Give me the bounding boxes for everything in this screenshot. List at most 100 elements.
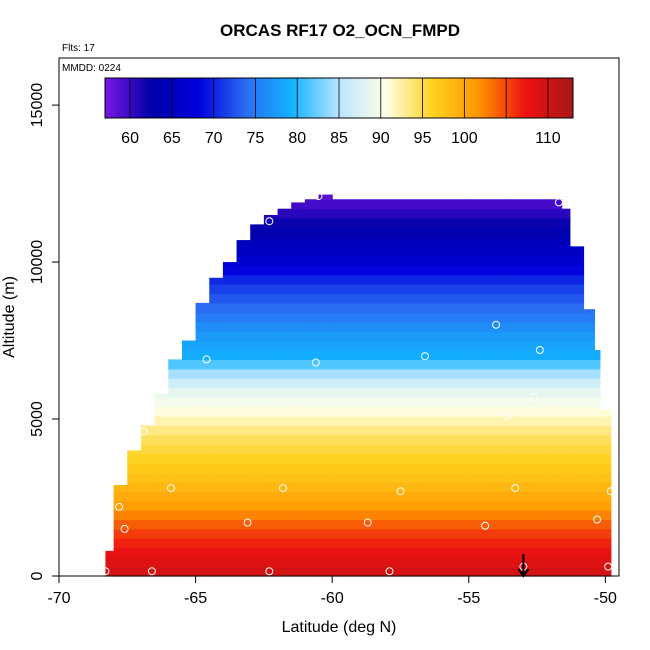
x-axis: -70 -65 -60 -55 -50 bbox=[47, 575, 617, 607]
heatmap-cell bbox=[594, 406, 601, 417]
heatmap-cell bbox=[250, 444, 265, 455]
heatmap-cell bbox=[468, 349, 511, 360]
heatmap-cell bbox=[594, 510, 601, 521]
heatmap-cell bbox=[468, 274, 511, 285]
heatmap-cell bbox=[318, 274, 333, 285]
heatmap-cell bbox=[263, 510, 279, 521]
sample-point bbox=[311, 358, 320, 367]
colorbar-swatch bbox=[516, 78, 521, 118]
colorbar-swatch bbox=[191, 78, 196, 118]
heatmap-cell bbox=[304, 434, 320, 445]
heatmap-cell bbox=[113, 538, 128, 549]
heatmap-cell bbox=[263, 340, 279, 351]
heatmap-cell bbox=[594, 434, 601, 445]
heatmap-cell bbox=[599, 425, 612, 436]
heatmap-cell bbox=[509, 519, 552, 530]
y-axis-title: Altitude (m) bbox=[1, 276, 18, 358]
colorbar-swatch bbox=[439, 78, 444, 118]
heatmap-cell bbox=[561, 218, 571, 229]
heatmap-cell bbox=[263, 293, 279, 304]
heatmap-cell bbox=[304, 199, 320, 210]
heatmap-cell bbox=[509, 274, 552, 285]
colorbar-tick-label: 110 bbox=[535, 130, 561, 147]
heatmap-cell bbox=[561, 406, 571, 417]
heatmap-cell bbox=[195, 331, 210, 342]
heatmap-cell bbox=[318, 434, 333, 445]
heatmap-cell bbox=[236, 519, 251, 530]
heatmap-cell bbox=[550, 510, 563, 521]
heatmap-cell bbox=[154, 510, 169, 521]
heatmap-cell bbox=[209, 472, 224, 483]
heatmap-cell bbox=[140, 538, 156, 549]
heatmap-cell bbox=[318, 227, 333, 238]
heatmap-cell bbox=[509, 227, 552, 238]
colorbar-swatch bbox=[218, 78, 223, 118]
heatmap-cell bbox=[318, 199, 333, 210]
colorbar-tick-label: 90 bbox=[372, 130, 390, 147]
colorbar-swatch bbox=[532, 78, 537, 118]
heatmap-cell bbox=[468, 397, 511, 408]
heatmap-cell bbox=[222, 528, 238, 539]
colorbar-swatch bbox=[115, 78, 119, 118]
heatmap-cell bbox=[332, 312, 470, 323]
heatmap-cell bbox=[509, 406, 552, 417]
sample-point bbox=[604, 562, 613, 571]
heatmap-cell bbox=[599, 547, 612, 558]
heatmap-cell bbox=[332, 378, 470, 389]
heatmap-cell bbox=[236, 472, 251, 483]
plot-area: MMDD: 0224 60 65 70 75 80 85 90 95 100 110 bbox=[58, 57, 620, 578]
colorbar-swatch bbox=[312, 78, 317, 118]
heatmap-cell bbox=[250, 312, 265, 323]
heatmap-cell bbox=[468, 500, 511, 511]
heatmap-cell bbox=[291, 246, 306, 257]
heatmap-cell bbox=[209, 349, 224, 360]
heatmap-cell bbox=[594, 444, 601, 455]
heatmap-cell bbox=[332, 274, 470, 285]
heatmap-cell bbox=[236, 359, 251, 370]
heatmap-cell bbox=[105, 566, 115, 577]
colorbar-swatch bbox=[105, 78, 109, 118]
heatmap-cell bbox=[291, 284, 306, 295]
heatmap-cell bbox=[127, 481, 142, 492]
heatmap-cell bbox=[263, 321, 279, 332]
colorbar-swatch bbox=[258, 78, 263, 118]
heatmap-cell bbox=[468, 331, 511, 342]
colorbar-swatch bbox=[131, 78, 136, 118]
heatmap-cell bbox=[509, 453, 552, 464]
heatmap-cell bbox=[550, 434, 563, 445]
colorbar-swatch bbox=[395, 78, 400, 118]
heatmap-cell bbox=[468, 208, 511, 219]
heatmap-cell bbox=[263, 397, 279, 408]
colorbar-swatch bbox=[542, 78, 547, 118]
heatmap-cell bbox=[154, 566, 169, 577]
sample-point bbox=[503, 411, 511, 420]
heatmap-cell bbox=[583, 519, 596, 530]
heatmap-cell bbox=[181, 406, 197, 417]
heatmap-cell bbox=[222, 265, 238, 276]
heatmap-cell bbox=[222, 491, 238, 502]
heatmap-cell bbox=[561, 378, 571, 389]
flights-annotation: Flts: 17 bbox=[62, 43, 95, 54]
heatmap-cell bbox=[304, 312, 320, 323]
heatmap-cell bbox=[332, 425, 470, 436]
sample-point bbox=[606, 487, 615, 496]
heatmap-cell bbox=[263, 236, 279, 247]
heatmap-cell bbox=[550, 453, 563, 464]
colorbar-swatch bbox=[432, 78, 437, 118]
colorbar-swatch bbox=[342, 78, 347, 118]
y-tick-label: 10000 bbox=[29, 240, 46, 285]
heatmap-cell bbox=[594, 425, 601, 436]
heatmap-cell bbox=[291, 462, 306, 473]
heatmap-cell bbox=[209, 302, 224, 313]
heatmap-cell bbox=[468, 236, 511, 247]
heatmap-cell bbox=[318, 378, 333, 389]
heatmap-cell bbox=[468, 227, 511, 238]
heatmap-cell bbox=[181, 557, 197, 568]
heatmap-cell bbox=[468, 265, 511, 276]
heatmap-cell bbox=[468, 444, 511, 455]
heatmap-cell bbox=[583, 309, 596, 313]
heatmap-cell bbox=[277, 255, 292, 266]
heatmap-cell bbox=[561, 255, 571, 266]
colorbar-swatch bbox=[556, 78, 561, 118]
heatmap-cell bbox=[250, 425, 265, 436]
